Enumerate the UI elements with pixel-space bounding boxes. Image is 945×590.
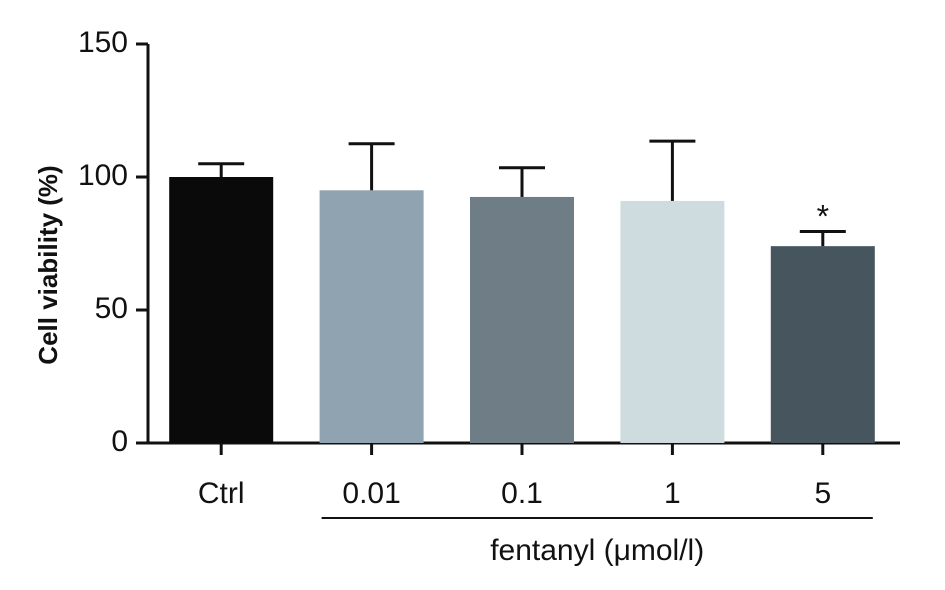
group-bracket-label: fentanyl (μmol/l): [490, 534, 704, 567]
bar: [770, 246, 875, 443]
bar: [169, 177, 274, 443]
y-tick-label: 0: [111, 425, 128, 458]
y-axis-title: Cell viability (%): [33, 165, 63, 364]
bar: [620, 200, 725, 443]
y-tick-label: 50: [95, 292, 128, 325]
category-label: 0.1: [501, 477, 543, 510]
category-label: Ctrl: [198, 477, 245, 510]
y-tick-label: 100: [78, 159, 128, 192]
y-tick-label: 150: [78, 26, 128, 59]
labels: Ctrl 0.01 0.1 1 * 5: [198, 199, 831, 510]
error-bars: [198, 139, 846, 247]
category-label: 0.01: [342, 477, 400, 510]
bar: [470, 196, 574, 443]
category-label: 5: [814, 477, 831, 510]
significance-marker: *: [817, 199, 829, 235]
bar: [319, 190, 424, 443]
category-label: 1: [664, 477, 681, 510]
bars: [169, 177, 875, 443]
